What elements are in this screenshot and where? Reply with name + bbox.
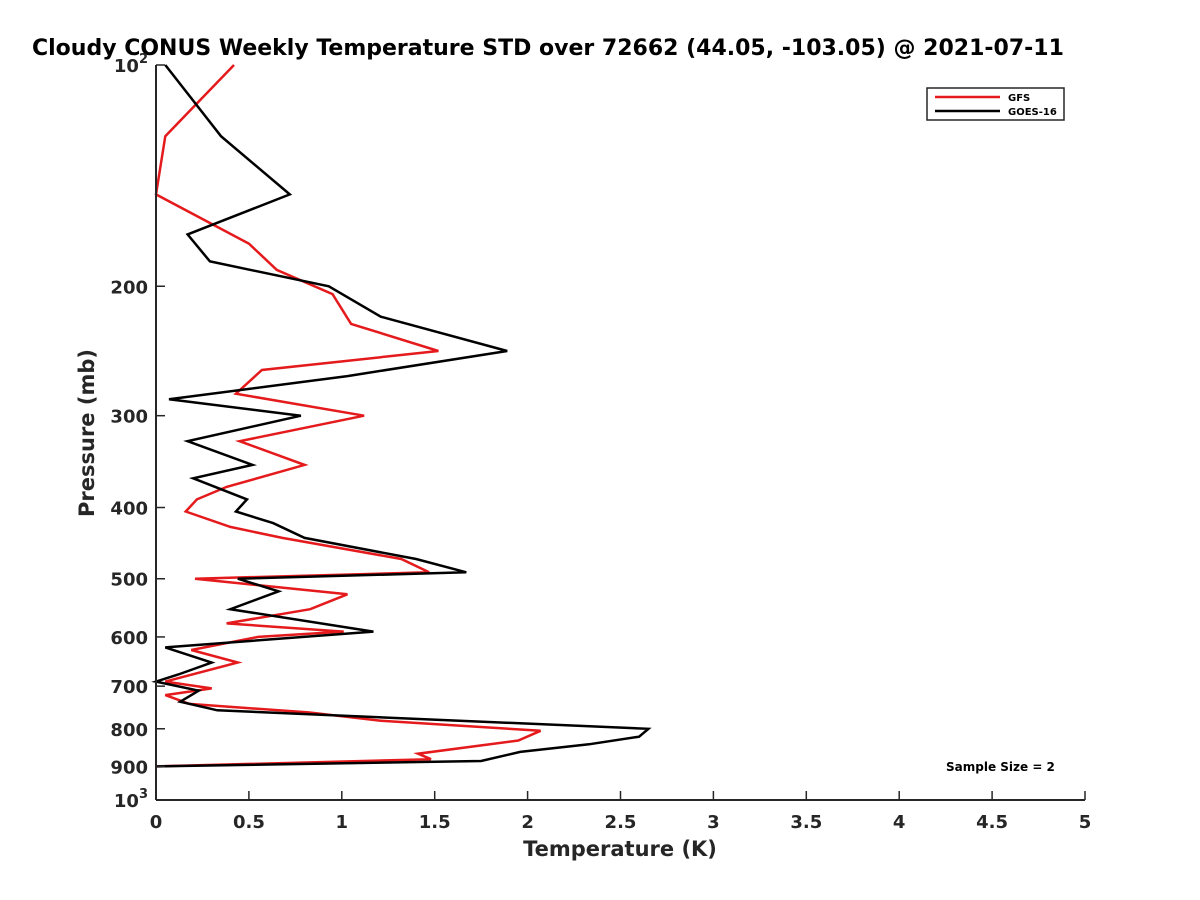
x-ticks: 0 0.5 1 1.5 2 2.5 3 3.5 4 4.5 5 [150, 791, 1092, 833]
y-axis-label: Pressure (mb) [75, 349, 99, 517]
y-tick-label: 700 [110, 677, 148, 698]
legend-box [926, 87, 1065, 121]
series-line-goes-16 [151, 64, 652, 768]
legend-label-goes16: GOES-16 [1008, 107, 1057, 118]
y-tick-label: 600 [110, 628, 148, 649]
y-tick-label: 500 [110, 570, 148, 591]
y-tick-label: 300 [110, 407, 148, 428]
y-ticks: 102 200 300 400 500 600 700 800 900 103 [110, 52, 165, 812]
x-tick-label: 2 [521, 812, 534, 833]
legend: GFS GOES-16 [926, 87, 1065, 121]
x-tick-label: 5 [1079, 812, 1092, 833]
series-line-gfs [154, 64, 542, 768]
x-axis-label: Temperature (K) [523, 837, 717, 861]
x-tick-label: 1.5 [419, 812, 451, 833]
x-tick-label: 3 [707, 812, 720, 833]
y-tick-label: 900 [110, 757, 148, 778]
legend-label-gfs: GFS [1008, 93, 1030, 104]
x-tick-label: 2.5 [605, 812, 637, 833]
x-tick-label: 0 [150, 812, 163, 833]
y-tick-label: 102 [114, 52, 148, 77]
y-tick-label: 103 [114, 787, 148, 812]
x-tick-label: 4 [893, 812, 906, 833]
x-tick-label: 0.5 [233, 812, 265, 833]
chart-title: Cloudy CONUS Weekly Temperature STD over… [32, 36, 1064, 61]
y-tick-label: 400 [110, 499, 148, 520]
sample-size-annotation: Sample Size = 2 [946, 760, 1055, 774]
x-tick-label: 1 [336, 812, 349, 833]
y-tick-label: 200 [110, 277, 148, 298]
y-tick-label: 800 [110, 720, 148, 741]
x-tick-label: 4.5 [976, 812, 1008, 833]
plot-lines [151, 64, 652, 768]
x-tick-label: 3.5 [790, 812, 822, 833]
